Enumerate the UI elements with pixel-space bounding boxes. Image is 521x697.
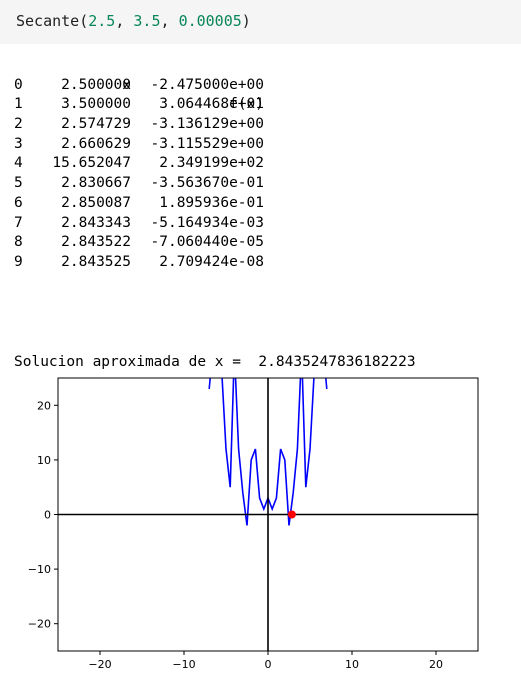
cell-fx: -7.060440e-05 bbox=[150, 234, 265, 251]
function-name: Secante( bbox=[16, 12, 89, 30]
table-row: 9 2.843525 2.709424e-08 bbox=[0, 253, 264, 273]
closing-paren: ) bbox=[241, 12, 251, 30]
plot-svg: −20 −10 0 10 20 −20 −10 0 10 20 bbox=[28, 377, 479, 671]
cell-fx: 3.064468e+01 bbox=[159, 96, 264, 113]
table-row: 4 15.652047 2.349199e+02 bbox=[0, 154, 264, 174]
row-index: 7 bbox=[14, 214, 23, 231]
y-tick-label: 20 bbox=[37, 399, 51, 412]
row-index: 2 bbox=[14, 116, 23, 133]
cell-x: 3.500000 bbox=[61, 96, 131, 113]
code-line[interactable]: Secante(2.5, 3.5, 0.00005) bbox=[16, 11, 251, 31]
arg-separator: , bbox=[115, 12, 134, 30]
row-index: 1 bbox=[14, 96, 23, 113]
row-index: 9 bbox=[14, 253, 23, 270]
cell-x: 2.843525 bbox=[61, 253, 131, 270]
x-tick-label: 20 bbox=[429, 658, 443, 671]
y-tick-label: −20 bbox=[28, 618, 51, 631]
arg-x1: 3.5 bbox=[133, 12, 161, 30]
cell-fx: -2.475000e+00 bbox=[150, 76, 265, 93]
cell-x: 2.574729 bbox=[61, 116, 131, 133]
table-row: 5 2.830667 -3.563670e-01 bbox=[0, 174, 264, 194]
cell-x: 2.843522 bbox=[61, 234, 131, 251]
cell-fx: -3.563670e-01 bbox=[150, 175, 265, 192]
root-point bbox=[287, 510, 296, 519]
dataframe-output: x f(x) 0 2.500000 -2.475000e+00 1 3.500000 3.… bbox=[0, 56, 264, 273]
result-text: Solucion aproximada de x = 2.84352478361… bbox=[14, 354, 416, 370]
cell-fx: 2.349199e+02 bbox=[159, 155, 264, 172]
code-input-cell[interactable]: Secante(2.5, 3.5, 0.00005) bbox=[0, 0, 521, 44]
cell-x: 15.652047 bbox=[52, 155, 131, 172]
table-row: 6 2.850087 1.895936e-01 bbox=[0, 194, 264, 214]
table-row: 2 2.574729 -3.136129e+00 bbox=[0, 115, 264, 135]
cell-x: 2.830667 bbox=[61, 175, 131, 192]
y-tick-label: 0 bbox=[44, 509, 51, 522]
table-row: 3 2.660629 -3.115529e+00 bbox=[0, 135, 264, 155]
cell-fx: 1.895936e-01 bbox=[159, 194, 264, 211]
table-row: 1 3.500000 3.064468e+01 bbox=[0, 95, 264, 115]
cell-fx: -5.164934e-03 bbox=[150, 214, 265, 231]
row-index: 5 bbox=[14, 175, 23, 192]
cell-fx: 2.709424e-08 bbox=[159, 253, 264, 270]
x-tick-label: −20 bbox=[88, 658, 111, 671]
y-tick-label: 10 bbox=[37, 454, 51, 467]
x-tick-label: 10 bbox=[345, 658, 359, 671]
row-index: 8 bbox=[14, 234, 23, 251]
table-header: x f(x) bbox=[0, 56, 264, 113]
row-index: 0 bbox=[14, 76, 23, 93]
cell-x: 2.660629 bbox=[61, 135, 131, 152]
row-index: 4 bbox=[14, 155, 23, 172]
table-row: 8 2.843522 -7.060440e-05 bbox=[0, 233, 264, 253]
table-row: 0 2.500000 -2.475000e+00 bbox=[0, 76, 264, 96]
cell-x: 2.500000 bbox=[61, 76, 131, 93]
cell-fx: -3.115529e+00 bbox=[150, 135, 265, 152]
cell-x: 2.850087 bbox=[61, 194, 131, 211]
x-tick-label: 0 bbox=[265, 658, 272, 671]
arg-tolerance: 0.00005 bbox=[178, 12, 242, 30]
cell-x: 2.843343 bbox=[61, 214, 131, 231]
cell-fx: -3.136129e+00 bbox=[150, 116, 265, 133]
arg-x0: 2.5 bbox=[88, 12, 116, 30]
y-tick-label: −10 bbox=[28, 563, 51, 576]
column-header-x: x bbox=[122, 76, 131, 93]
x-tick-label: −10 bbox=[172, 658, 195, 671]
row-index: 6 bbox=[14, 194, 23, 211]
function-plot: −20 −10 0 10 20 −20 −10 0 10 20 bbox=[0, 376, 521, 697]
row-index: 3 bbox=[14, 135, 23, 152]
arg-separator: , bbox=[160, 12, 179, 30]
column-header-fx: f(x) bbox=[229, 96, 264, 113]
table-row: 7 2.843343 -5.164934e-03 bbox=[0, 214, 264, 234]
